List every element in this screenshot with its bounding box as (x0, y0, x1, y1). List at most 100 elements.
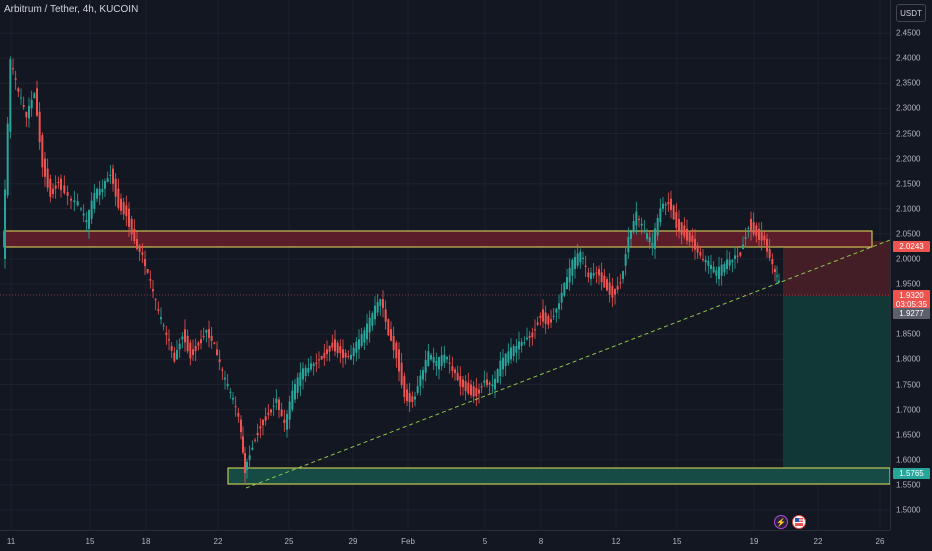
short-profit-zone[interactable] (783, 296, 890, 470)
candle-up (376, 302, 379, 313)
candle-down (686, 228, 688, 241)
candle-up (712, 266, 715, 273)
time-tick: 8 (538, 537, 544, 546)
candle-up (558, 303, 560, 310)
price-chart[interactable] (0, 0, 891, 530)
candle-down (752, 222, 755, 235)
candle-up (443, 354, 446, 363)
candle-down (691, 235, 694, 242)
candle-down (390, 329, 392, 341)
us-flag-icon[interactable] (792, 515, 806, 529)
candle-down (702, 259, 704, 261)
price-tick: 2.0500 (896, 229, 921, 239)
candle-up (358, 339, 360, 350)
candle-up (9, 59, 12, 132)
candle-up (374, 305, 376, 320)
candle-down (614, 289, 616, 295)
candle-up (640, 223, 643, 226)
candle-up (355, 341, 358, 353)
candle-down (392, 335, 395, 351)
candle-down (218, 359, 221, 363)
candle-up (80, 208, 82, 210)
candle-down (114, 178, 117, 197)
candle-up (90, 200, 93, 219)
price-tick: 2.4000 (896, 53, 921, 63)
candle-down (12, 68, 14, 70)
candle-down (344, 352, 347, 358)
candle-up (568, 267, 571, 283)
symbol-title[interactable]: Arbitrum / Tether, 4h, KUCOIN (4, 4, 139, 15)
candle-down (264, 416, 267, 421)
candle-down (141, 252, 144, 255)
candle-down (267, 412, 270, 415)
candle-down (595, 272, 598, 274)
candle-down (619, 282, 622, 284)
candle-down (480, 386, 483, 388)
ascending-trendline[interactable] (245, 239, 891, 489)
candle-up (76, 201, 79, 206)
candle-down (36, 88, 38, 116)
candle-down (403, 376, 406, 398)
time-tick: 18 (141, 537, 151, 546)
candle-up (496, 369, 499, 383)
support-zone[interactable] (227, 467, 891, 485)
short-stop-zone[interactable] (783, 241, 890, 296)
resistance-price-badge: 2.0243 (893, 241, 930, 252)
candle-up (555, 308, 558, 313)
candle-up (435, 360, 438, 367)
candle-up (742, 244, 744, 249)
flag-glyph (795, 518, 803, 526)
candles (4, 56, 780, 483)
candle-up (526, 337, 528, 340)
candle-down (638, 218, 640, 220)
candle-up (704, 260, 707, 263)
candle-down (57, 182, 60, 184)
candle-up (574, 256, 576, 270)
candle-down (63, 185, 66, 194)
candle-up (728, 259, 731, 266)
candle-down (486, 379, 488, 386)
candle-up (176, 349, 178, 360)
candle-up (720, 264, 723, 276)
candle-down (688, 232, 691, 242)
candle-up (299, 372, 302, 387)
price-tick: 1.5500 (896, 480, 921, 490)
candle-down (472, 386, 475, 397)
lightning-icon[interactable]: ⚡ (774, 515, 788, 529)
candle-down (133, 228, 136, 241)
candle-up (560, 292, 563, 303)
candle-countdown: 03:05:35 (895, 300, 928, 309)
candle-down (608, 282, 611, 295)
candle-down (547, 315, 550, 325)
candle-down (400, 362, 403, 386)
chart-area[interactable]: Arbitrum / Tether, 4h, KUCOIN (0, 0, 891, 530)
candle-down (120, 198, 122, 211)
candle-down (544, 312, 547, 324)
candle-down (328, 346, 331, 352)
candle-up (552, 315, 555, 317)
candle-up (4, 189, 6, 259)
time-tick: 29 (348, 537, 358, 546)
candle-down (539, 315, 542, 319)
candle-down (598, 269, 600, 276)
candle-up (494, 378, 496, 390)
candle-down (44, 158, 46, 177)
time-axis[interactable] (0, 530, 890, 551)
candle-down (675, 212, 678, 228)
time-tick: 22 (813, 537, 823, 546)
current-price-badge: 1.9320 03:05:35 (893, 290, 930, 310)
candle-down (672, 205, 675, 220)
candle-up (422, 370, 424, 380)
price-axis[interactable] (890, 0, 932, 530)
candle-down (202, 335, 205, 337)
candle-down (17, 88, 20, 92)
candle-down (736, 255, 739, 257)
candle-down (318, 359, 320, 361)
price-tick: 2.3500 (896, 78, 921, 88)
candle-down (154, 299, 157, 301)
candle-up (98, 188, 101, 196)
candle-down (528, 335, 531, 338)
currency-button[interactable]: USDT (896, 4, 926, 22)
candle-up (379, 299, 382, 306)
time-tick: 25 (284, 537, 294, 546)
